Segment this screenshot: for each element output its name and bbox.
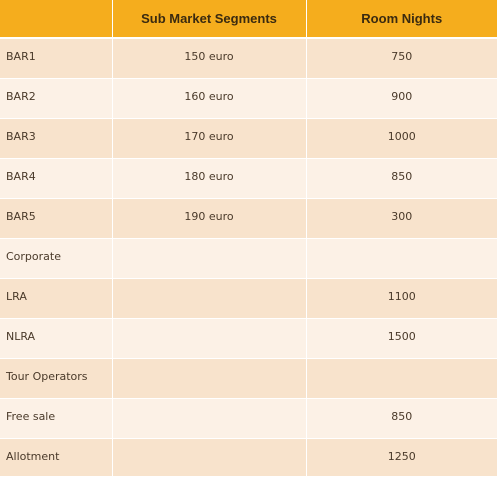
segment-cell: LRA [0, 278, 113, 319]
header-cell-room-nights: Room Nights [306, 0, 497, 39]
segment-cell: Allotment [0, 438, 113, 477]
room-nights-cell: 1250 [306, 438, 497, 477]
room-nights-cell: 1100 [306, 278, 497, 319]
price-cell: 150 euro [112, 38, 307, 79]
segment-cell: Tour Operators [0, 358, 113, 399]
segment-cell: BAR4 [0, 158, 113, 199]
room-nights-cell: 1500 [306, 318, 497, 359]
price-cell: 180 euro [112, 158, 307, 199]
room-nights-cell [306, 358, 497, 399]
table-row: BAR1 150 euro 750 [0, 38, 497, 79]
room-nights-cell: 850 [306, 398, 497, 439]
header-cell-segment [0, 0, 113, 39]
price-cell [112, 358, 307, 399]
segment-cell: Free sale [0, 398, 113, 439]
table-row: Tour Operators [0, 358, 497, 399]
price-cell: 190 euro [112, 198, 307, 239]
table-row: BAR5 190 euro 300 [0, 198, 497, 239]
segment-cell: NLRA [0, 318, 113, 359]
price-cell [112, 438, 307, 477]
table-row: BAR2 160 euro 900 [0, 78, 497, 119]
table-row: BAR4 180 euro 850 [0, 158, 497, 199]
price-cell: 170 euro [112, 118, 307, 159]
table-row: LRA 1100 [0, 278, 497, 319]
header-row: Sub Market Segments Room Nights [0, 0, 497, 39]
price-cell [112, 398, 307, 439]
room-nights-cell: 850 [306, 158, 497, 199]
room-nights-cell: 1000 [306, 118, 497, 159]
table-row: Free sale 850 [0, 398, 497, 439]
room-nights-cell: 900 [306, 78, 497, 119]
segment-cell: Corporate [0, 238, 113, 279]
table-row: Allotment 1250 [0, 438, 497, 477]
table-row: NLRA 1500 [0, 318, 497, 359]
segment-cell: BAR2 [0, 78, 113, 119]
price-cell [112, 278, 307, 319]
segment-cell: BAR5 [0, 198, 113, 239]
segment-cell: BAR1 [0, 38, 113, 79]
price-cell: 160 euro [112, 78, 307, 119]
room-nights-cell: 300 [306, 198, 497, 239]
segment-cell: BAR3 [0, 118, 113, 159]
room-nights-cell: 750 [306, 38, 497, 79]
price-cell [112, 318, 307, 359]
table-header: Sub Market Segments Room Nights [0, 0, 497, 39]
table-row: BAR3 170 euro 1000 [0, 118, 497, 159]
price-cell [112, 238, 307, 279]
table-row: Corporate [0, 238, 497, 279]
header-cell-sub-market-segments: Sub Market Segments [112, 0, 307, 39]
table-body: BAR1 150 euro 750 BAR2 160 euro 900 BAR3… [0, 38, 497, 477]
room-nights-cell [306, 238, 497, 279]
